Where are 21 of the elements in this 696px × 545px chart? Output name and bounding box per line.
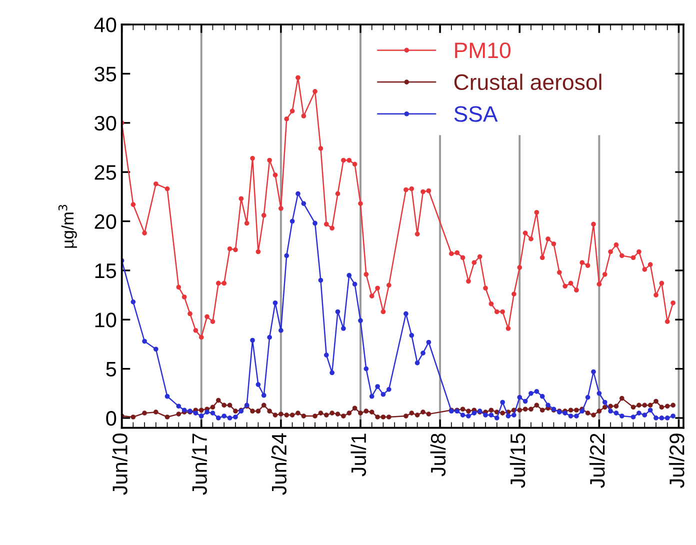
- y-tick-label: 15: [95, 264, 116, 278]
- legend-label: PM10: [455, 42, 510, 58]
- x-tick-label: Jul/8: [430, 434, 446, 476]
- x-tick-label: Jun/17: [192, 434, 207, 495]
- x-tick-label: Jun/24: [271, 433, 287, 495]
- y-axis-title: µg/m$^{3}$: [58, 204, 77, 248]
- y-tick-label: 0: [106, 410, 116, 426]
- y-tick-label: 5: [106, 362, 116, 377]
- y-tick-label: 25: [94, 165, 116, 180]
- x-tick-label: Jul/22: [589, 434, 605, 488]
- legend-label: Crustal aerosol: [454, 74, 602, 90]
- x-tick-label: Jul/29: [669, 434, 684, 488]
- legend-label: SSA: [454, 106, 498, 122]
- y-tick-label: 10: [95, 312, 116, 328]
- y-tick-label: 35: [94, 66, 116, 82]
- x-tick-label: Jul/15: [510, 434, 526, 488]
- x-tick-label: Jun/10: [112, 433, 128, 495]
- y-tick-label: 30: [94, 116, 116, 131]
- x-tick-label: Jul/1: [350, 434, 366, 476]
- y-tick-label: 40: [94, 18, 116, 32]
- y-tick-label: 20: [94, 214, 116, 230]
